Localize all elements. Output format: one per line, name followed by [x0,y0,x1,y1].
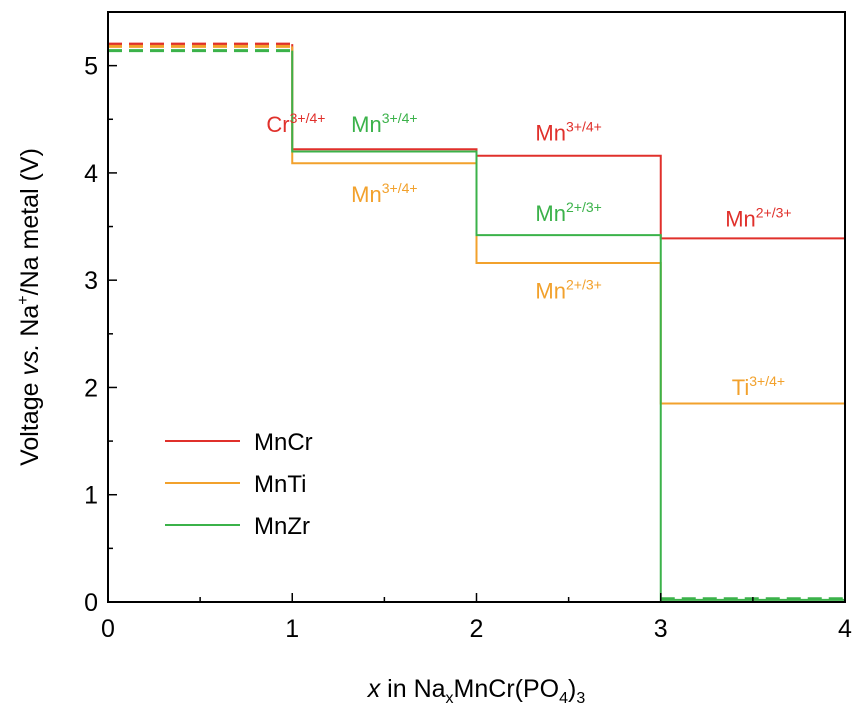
x-tick-label: 3 [654,615,668,643]
y-tick-label: 5 [84,53,98,81]
y-tick-label: 3 [84,267,98,295]
y-tick-label: 0 [84,589,98,617]
y-axis-label: Voltage vs. Na+/Na metal (V) [15,148,44,466]
axes: 0 1 2 3 4 0 1 2 3 4 5 [84,11,852,643]
plot-area [108,42,845,601]
annotation-label: Mn2+/3+ [725,205,791,232]
legend-label-mncr: MnCr [254,429,313,456]
y-tick-label: 4 [84,160,98,188]
annotation-label: Ti3+/4+ [732,373,785,400]
legend: MnCr MnTi MnZr [165,429,313,540]
annotation-label: Mn2+/3+ [535,199,601,226]
annotation-label: Mn3+/4+ [351,110,417,137]
annotations: Cr3+/4+ Mn3+/4+ Mn3+/4+ Mn3+/4+ Mn2+/3+ Mn2+/… [266,110,791,400]
y-tick-label: 1 [84,482,98,510]
x-tick-label: 0 [101,615,115,643]
legend-label-mnti: MnTi [254,471,306,498]
annotation-label: Mn3+/4+ [351,180,417,207]
annotation-label: Mn2+/3+ [535,276,601,303]
series-line-mnti [291,46,845,405]
y-tick-label: 2 [84,374,98,402]
annotation-label: Cr3+/4+ [266,110,325,137]
x-tick-label: 1 [285,615,299,643]
annotation-label: Mn3+/4+ [535,119,601,146]
plot-frame [107,11,846,603]
axis-labels: x in NaxMnCr(PO4)3 Voltage vs. Na+/Na met… [15,148,585,707]
x-tick-label: 4 [838,615,852,643]
x-axis-label: x in NaxMnCr(PO4)3 [367,675,586,707]
x-tick-label: 2 [470,615,484,643]
legend-label-mnzr: MnZr [254,513,310,540]
